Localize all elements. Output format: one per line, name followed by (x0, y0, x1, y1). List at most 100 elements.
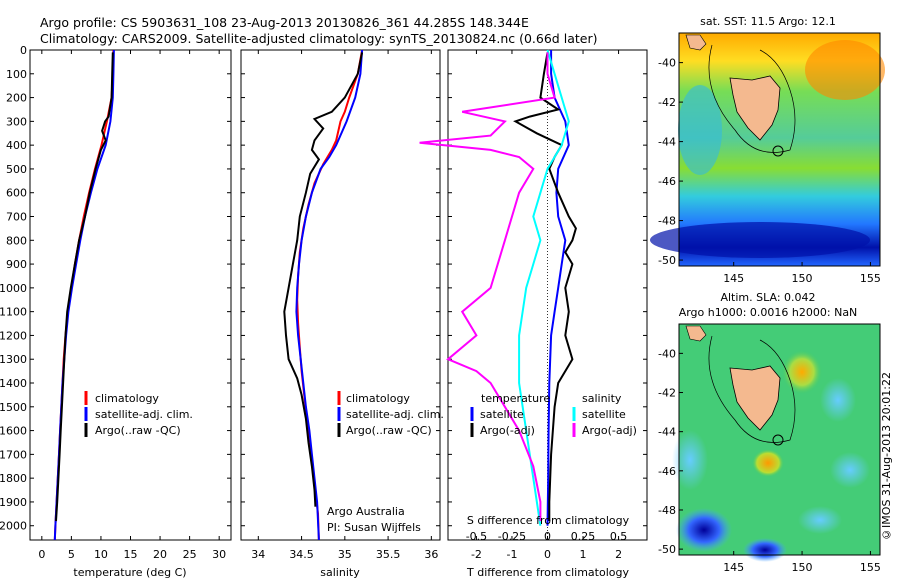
legend-salinity-heading: salinity (582, 392, 622, 405)
x-tick-label: 35.5 (376, 548, 401, 561)
salinity-axes-box (240, 49, 441, 541)
lat-tick-label: -48 (658, 504, 676, 517)
lat-tick-label: -50 (658, 543, 676, 556)
legend-sal-satellite: satellite (582, 408, 626, 421)
sla-title-line-2: Argo h1000: 0.0016 h2000: NaN (679, 306, 858, 319)
temperature-axes-box (29, 49, 232, 541)
x-tick-label: 1 (580, 548, 587, 561)
top-x-tick-label: 0.5 (610, 530, 628, 543)
x-tick-label: 0 (544, 548, 551, 561)
x-tick-label: 5 (68, 548, 75, 561)
depth-tick-label: 500 (6, 163, 27, 176)
depth-tick-label: 300 (6, 115, 27, 128)
lat-tick-label: -50 (658, 254, 676, 267)
legend-satellite: satellite-adj. clim. (95, 408, 193, 421)
temperature-legend: climatology satellite-adj. clim. Argo(..… (84, 391, 193, 437)
depth-tick-label: 1300 (0, 353, 27, 366)
title-line-1: Argo profile: CS 5903631_108 23-Aug-2013… (40, 15, 529, 30)
sla-warm-eddy-2 (752, 449, 784, 477)
difference-legend: temperature satellite Argo(-adj) salinit… (470, 392, 637, 437)
depth-tick-label: 700 (6, 211, 27, 224)
x-tick-label: 2 (615, 548, 622, 561)
sla-cold-eddy-1 (676, 508, 732, 552)
top-x-tick-label: -0.5 (466, 530, 487, 543)
sla-map-box (678, 323, 881, 556)
x-tick-label: 35 (338, 548, 352, 561)
depth-tick-label: 100 (6, 68, 27, 81)
sla-map: Altim. SLA: 0.042 Argo h1000: 0.0016 h20… (658, 291, 881, 574)
x-tick-label: 20 (153, 548, 167, 561)
legend-climatology-2: climatology (346, 392, 410, 405)
depth-tick-label: 1000 (0, 282, 27, 295)
lat-tick-label: -46 (658, 175, 676, 188)
lat-tick-label: -44 (658, 136, 676, 149)
sst-cold-band (650, 222, 870, 258)
legend-argo: Argo(..raw -QC) (95, 424, 181, 437)
sst-argo-marker (772, 145, 784, 157)
x-tick-label: 10 (94, 548, 108, 561)
sla-title-line-1: Altim. SLA: 0.042 (720, 291, 815, 304)
sla-argo-marker (772, 434, 784, 446)
legend-temp-argo: Argo(-adj) (480, 424, 535, 437)
lat-tick-label: -40 (658, 57, 676, 70)
sla-warm-eddy-1 (782, 350, 822, 394)
series-line (513, 52, 577, 521)
depth-tick-label: 1700 (0, 448, 27, 461)
x-tick-label: 25 (183, 548, 197, 561)
legend-climatology: climatology (95, 392, 159, 405)
sla-mainland-coast (685, 325, 707, 342)
x-tick-label: 30 (212, 548, 226, 561)
sla-tasmania (729, 365, 781, 431)
argo-australia-label: Argo Australia (327, 505, 405, 518)
depth-tick-label: 0 (20, 44, 27, 57)
depth-tick-label: 600 (6, 187, 27, 200)
lon-tick-label: 145 (723, 272, 744, 285)
x-tick-label: -1 (506, 548, 517, 561)
depth-tick-label: 1400 (0, 377, 27, 390)
depth-tick-label: 200 (6, 92, 27, 105)
lat-tick-label: -48 (658, 215, 676, 228)
sla-cyan-3 (672, 430, 708, 490)
sst-map-box (678, 32, 881, 267)
legend-temp-satellite: satellite (480, 408, 524, 421)
lat-tick-label: -42 (658, 387, 676, 400)
sst-shelf-contour (708, 44, 796, 153)
series-line (518, 49, 570, 526)
series-line (55, 52, 114, 522)
series-line (546, 50, 570, 526)
sst-warm-patch (805, 40, 885, 100)
depth-tick-label: 1600 (0, 425, 27, 438)
x-tick-label: -2 (471, 548, 482, 561)
depth-tick-label: 400 (6, 139, 27, 152)
legend-argo-2: Argo(..raw -QC) (346, 424, 432, 437)
legend-sal-argo: Argo(-adj) (582, 424, 637, 437)
lon-tick-label: 150 (792, 272, 813, 285)
series-line (283, 52, 364, 507)
lon-tick-label: 150 (792, 561, 813, 574)
depth-tick-label: 1900 (0, 496, 27, 509)
depth-tick-label: 2000 (0, 520, 27, 533)
lat-tick-label: -42 (658, 96, 676, 109)
lon-tick-label: 155 (860, 561, 881, 574)
sla-cold-eddy-2 (743, 538, 787, 562)
top-x-tick-label: 0.25 (571, 530, 596, 543)
lon-tick-label: 155 (860, 272, 881, 285)
series-line (419, 52, 556, 521)
imos-timestamp: ©IMOS 31-Aug-2013 20:01:22 (880, 372, 893, 541)
x-tick-label: 34.5 (289, 548, 314, 561)
series-line (296, 49, 364, 541)
depth-tick-label: 1200 (0, 329, 27, 342)
sla-shelf-contour (708, 335, 796, 443)
legend-satellite-2: satellite-adj. clim. (346, 408, 444, 421)
depth-tick-label: 800 (6, 234, 27, 247)
lat-tick-label: -44 (658, 426, 676, 439)
salinity-panel: 34 34.5 35 35.5 36 climatology satellite-adj… (240, 49, 444, 579)
x-tick-label: 0 (38, 548, 45, 561)
pi-label: PI: Susan Wijffels (327, 521, 421, 534)
title-line-2: Climatology: CARS2009. Satellite-adjuste… (40, 31, 598, 46)
x-tick-label: 15 (124, 548, 138, 561)
sst-tasmania (729, 75, 781, 141)
temperature-panel: 0100200300400500600700800900100011001200… (0, 44, 232, 579)
sst-cyan-patch (678, 85, 722, 175)
series-line (295, 49, 364, 541)
